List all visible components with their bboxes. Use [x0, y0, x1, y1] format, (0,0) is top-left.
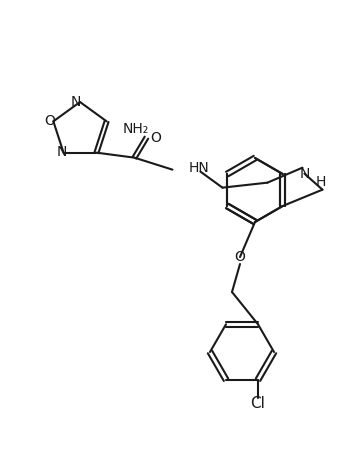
- Text: NH₂: NH₂: [123, 122, 149, 136]
- Text: O: O: [151, 131, 161, 145]
- Text: HN: HN: [189, 161, 209, 175]
- Text: H: H: [315, 175, 326, 189]
- Text: N: N: [299, 167, 310, 180]
- Text: Cl: Cl: [251, 396, 265, 411]
- Text: O: O: [44, 114, 55, 128]
- Text: N: N: [71, 95, 81, 109]
- Text: N: N: [56, 145, 67, 158]
- Text: O: O: [235, 250, 245, 264]
